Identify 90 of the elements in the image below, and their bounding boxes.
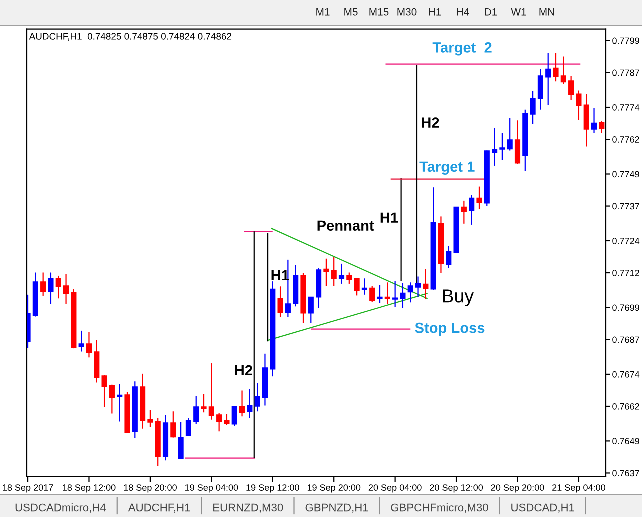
candlestick bbox=[560, 56, 566, 85]
x-tick-label: 18 Sep 2017 bbox=[3, 484, 54, 493]
candlestick bbox=[392, 280, 398, 308]
annotation: H2 bbox=[422, 118, 440, 128]
annotation: Stop Loss bbox=[415, 322, 485, 336]
x-tick-label: 20 Sep 12:00 bbox=[430, 484, 484, 493]
candlestick bbox=[109, 384, 115, 414]
x-tick-label: 19 Sep 12:00 bbox=[246, 484, 300, 493]
candlestick bbox=[591, 108, 598, 134]
candlestick bbox=[346, 272, 352, 285]
x-tick-label: 18 Sep 20:00 bbox=[124, 484, 177, 493]
y-tick-label: 0.7799 bbox=[612, 38, 640, 44]
y-tick-label: 0.7649 bbox=[612, 438, 640, 445]
candlestick bbox=[362, 278, 368, 296]
y-tick-label: 0.7787 bbox=[612, 70, 640, 76]
candlestick bbox=[500, 132, 506, 161]
y-tick-label: 0.7712 bbox=[612, 270, 640, 276]
y-tick-label: 0.7699 bbox=[612, 304, 640, 312]
y-tick-label: 0.7637 bbox=[612, 470, 640, 477]
candlestick bbox=[576, 90, 582, 121]
candlestick bbox=[117, 384, 123, 422]
candlestick bbox=[224, 413, 230, 426]
candlestick bbox=[201, 393, 207, 414]
candlestick bbox=[278, 286, 284, 318]
candlestick bbox=[78, 330, 84, 352]
candlestick bbox=[476, 186, 482, 210]
candlestick bbox=[538, 68, 544, 110]
candlestick bbox=[63, 274, 70, 305]
candlestick bbox=[469, 194, 475, 226]
candlestick bbox=[324, 258, 330, 287]
annotation: Pennant bbox=[318, 220, 374, 231]
y-tick-label: 0.7737 bbox=[612, 203, 640, 210]
y-tick-label: 0.7662 bbox=[612, 403, 640, 410]
candlestick bbox=[48, 272, 54, 305]
candlestick bbox=[40, 272, 46, 297]
annotation: H1 bbox=[380, 212, 398, 223]
x-tick-label: 19 Sep 04:00 bbox=[186, 484, 238, 493]
x-tick-label: 20 Sep 04:00 bbox=[368, 484, 422, 493]
x-tick-label: 21 Sep 04:00 bbox=[552, 484, 606, 493]
candlestick bbox=[216, 412, 222, 432]
candlestick bbox=[308, 296, 314, 324]
candlestick bbox=[568, 75, 574, 101]
text: M1 M5 M15 M30 H1 H4 D1 W1 MN bbox=[316, 8, 554, 16]
y-tick-label: 0.7724 bbox=[612, 238, 640, 244]
candlestick bbox=[331, 256, 337, 287]
candlestick bbox=[232, 406, 238, 427]
candlestick bbox=[354, 278, 360, 296]
y-tick-label: 0.7774 bbox=[612, 104, 640, 111]
chart-title: AUDCHF,H1 0.74825 0.74875 0.74824 0.74862 bbox=[29, 33, 232, 42]
candlestick bbox=[102, 374, 108, 408]
text: USDCADmicro,H4 AUDCHF,H1 EURNZD,M30 GBPNZD,H1 GBPCHFmicro,M30 USDCAD,H1 bbox=[16, 504, 574, 513]
y-tick-label: 0.7674 bbox=[612, 371, 640, 378]
annotation: H2 bbox=[235, 365, 252, 376]
candlestick bbox=[408, 282, 414, 304]
candlestick bbox=[400, 282, 406, 309]
y-tick-label: 0.7749 bbox=[612, 171, 640, 178]
candlestick bbox=[507, 118, 513, 152]
candlestick bbox=[415, 276, 422, 298]
candlestick bbox=[492, 128, 498, 167]
y-tick-label: 0.7687 bbox=[612, 336, 640, 344]
candlestick bbox=[254, 382, 260, 412]
x-tick-label: 18 Sep 12:00 bbox=[63, 484, 116, 493]
candlestick bbox=[461, 200, 467, 224]
candlestick bbox=[384, 282, 390, 305]
candlestick bbox=[170, 411, 176, 438]
x-tick-label: 20 Sep 20:00 bbox=[491, 484, 544, 493]
candlestick bbox=[86, 331, 92, 358]
annotation: Buy bbox=[443, 290, 474, 306]
candlestick bbox=[446, 246, 452, 269]
annotation: Target 2 bbox=[432, 42, 492, 56]
candlestick bbox=[530, 90, 536, 125]
candlestick bbox=[377, 284, 383, 304]
annotation: Target 1 bbox=[420, 162, 475, 176]
candlestick bbox=[194, 396, 200, 425]
candlestick bbox=[56, 275, 62, 300]
x-tick-label: 19 Sep 20:00 bbox=[308, 484, 361, 493]
candlestick bbox=[514, 120, 521, 165]
candlestick bbox=[338, 263, 345, 285]
candlestick bbox=[370, 286, 376, 303]
candlestick bbox=[423, 268, 429, 300]
candlestick bbox=[553, 52, 559, 82]
y-tick-label: 0.7762 bbox=[612, 136, 640, 143]
candlestick bbox=[599, 120, 605, 134]
candlestick bbox=[148, 409, 154, 428]
candlestick bbox=[208, 362, 214, 420]
candlestick bbox=[186, 418, 192, 437]
candlestick bbox=[546, 52, 552, 106]
candlestick bbox=[178, 422, 184, 460]
candlestick bbox=[247, 388, 253, 420]
candlestick bbox=[239, 390, 246, 418]
